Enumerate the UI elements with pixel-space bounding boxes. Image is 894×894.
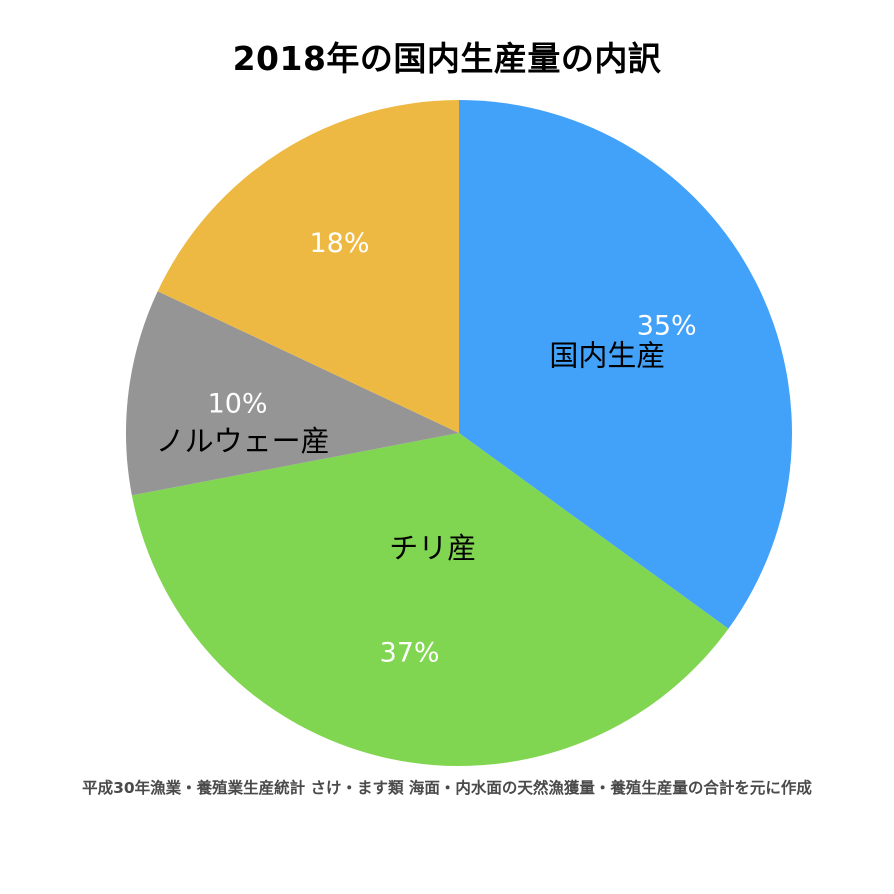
pie-labels: 35%国内生産 37% チリ産 10% ノルウェー産 18% [156,228,697,668]
slice-value-label-3: 18% [309,228,369,259]
slice-value-label-1: 37% [380,638,440,669]
slice-category-label-0: 国内生産 [549,338,665,372]
pie-slice-1 [131,433,729,766]
slice-category-label-1: チリ産 [389,531,476,565]
pie-slice-0 [459,100,792,629]
slice-value-label-2: 10% [208,389,268,420]
slice-category-label-2: ノルウェー産 [156,424,330,458]
pie-slice-3 [157,100,459,433]
slice-value-label-0: 35% [637,311,697,342]
chart-title: 2018年の国内生産量の内訳 [232,39,662,78]
source-note: 平成30年漁業・養殖業生産統計 さけ・ます類 海面・内水面の天然漁獲量・養殖生産… [82,779,812,797]
pie-slice-2 [126,291,459,496]
pie-slices [126,100,792,766]
